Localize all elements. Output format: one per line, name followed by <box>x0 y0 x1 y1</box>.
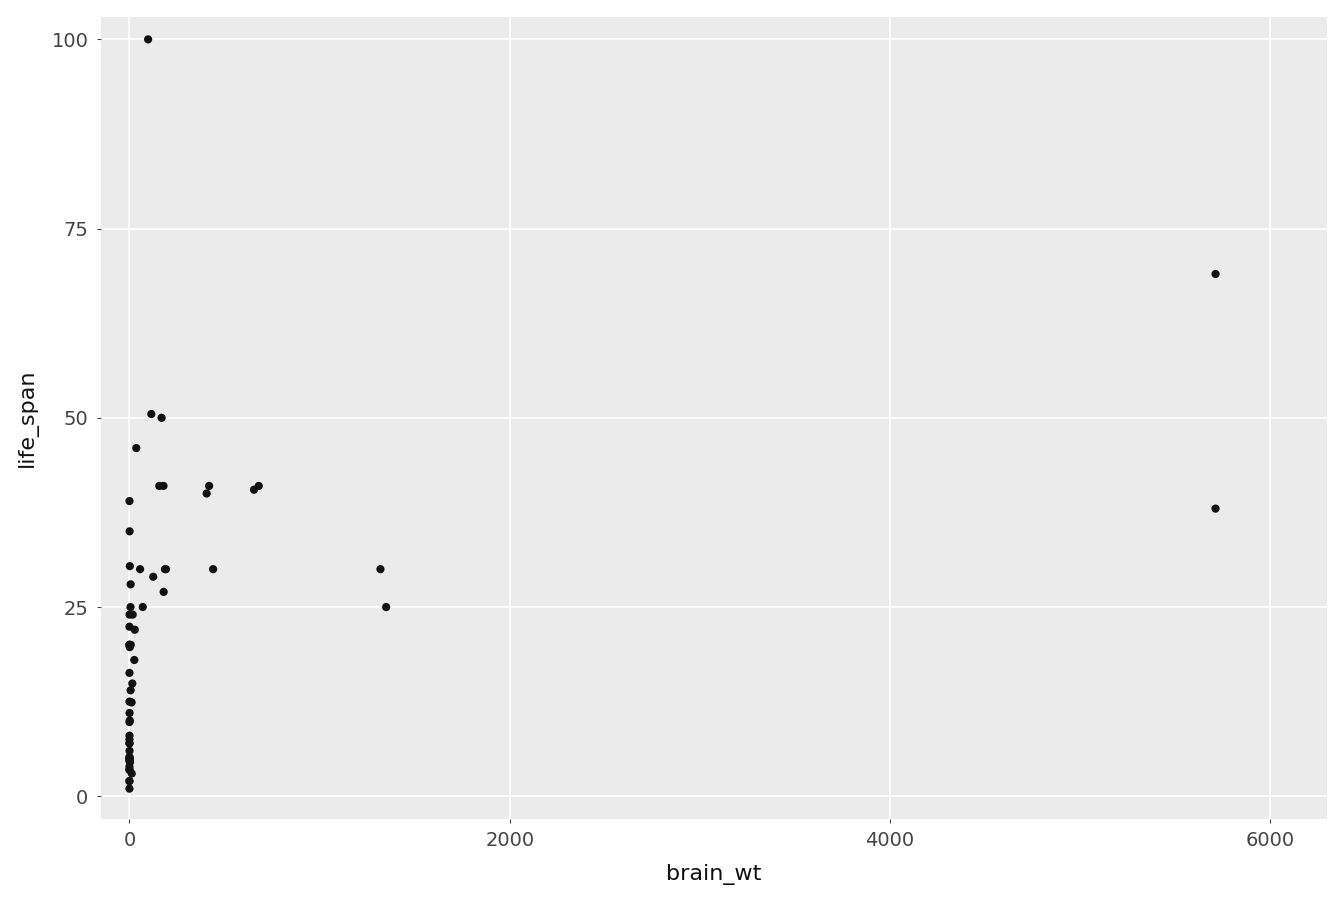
Point <box>118 751 140 766</box>
Point <box>121 676 142 691</box>
Point <box>118 753 140 768</box>
Point <box>118 607 140 621</box>
Point <box>118 620 140 634</box>
Point <box>149 479 171 493</box>
Point <box>120 683 141 697</box>
Point <box>370 562 391 576</box>
Point <box>118 705 140 720</box>
Point <box>155 562 176 576</box>
Point <box>142 569 164 584</box>
Point <box>375 600 396 614</box>
Point <box>120 600 141 614</box>
Point <box>118 736 140 750</box>
Point <box>118 751 140 766</box>
Point <box>118 666 140 680</box>
Point <box>153 479 175 493</box>
Point <box>121 695 142 710</box>
Point <box>137 32 159 47</box>
Point <box>118 751 140 766</box>
Point <box>118 524 140 538</box>
Point <box>118 762 140 777</box>
Point <box>124 653 145 667</box>
Point <box>196 486 218 501</box>
Point <box>124 622 145 637</box>
Point <box>120 755 141 769</box>
Point <box>118 715 140 730</box>
Point <box>129 562 151 576</box>
Point <box>125 441 146 456</box>
Point <box>120 713 141 728</box>
Point <box>120 559 141 574</box>
Point <box>118 695 140 709</box>
Point <box>118 753 140 768</box>
Point <box>118 781 140 796</box>
Point <box>120 577 141 592</box>
Point <box>122 607 144 621</box>
Point <box>199 479 220 493</box>
Point <box>121 767 142 781</box>
Point <box>118 638 140 652</box>
Point <box>141 407 163 421</box>
Point <box>120 638 141 652</box>
Point <box>1204 267 1226 281</box>
Point <box>118 732 140 747</box>
Point <box>151 410 172 425</box>
Point <box>120 640 141 654</box>
Point <box>118 759 140 774</box>
Point <box>118 762 140 777</box>
Point <box>153 584 175 599</box>
Point <box>1204 502 1226 516</box>
Point <box>118 750 140 764</box>
Point <box>203 562 224 576</box>
Point <box>118 729 140 743</box>
Point <box>249 479 270 493</box>
Point <box>118 493 140 508</box>
Point <box>118 638 140 652</box>
Point <box>155 562 176 576</box>
Point <box>118 638 140 652</box>
X-axis label: brain_wt: brain_wt <box>667 864 762 886</box>
Y-axis label: life_span: life_span <box>16 369 38 467</box>
Point <box>132 600 153 614</box>
Point <box>118 751 140 766</box>
Point <box>118 736 140 750</box>
Point <box>118 774 140 788</box>
Point <box>120 639 141 653</box>
Point <box>243 483 265 497</box>
Point <box>118 743 140 758</box>
Point <box>118 774 140 788</box>
